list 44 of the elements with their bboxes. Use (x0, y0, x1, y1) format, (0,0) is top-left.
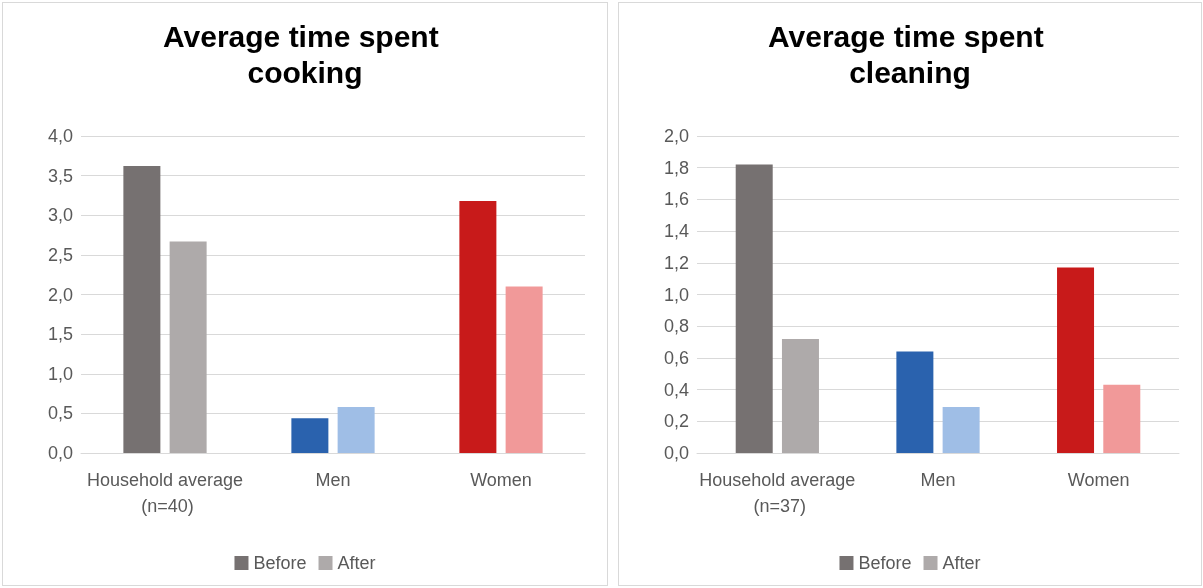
bar (169, 241, 207, 453)
y-tick-label: 0,5 (47, 403, 73, 424)
bar (291, 418, 329, 453)
chart-title: Average time spent cooking (163, 19, 447, 89)
y-tick-label: 1,8 (663, 157, 689, 178)
y-tick-label: 0,0 (47, 443, 73, 463)
y-tick-label: 2,0 (47, 284, 73, 305)
x-tick-label: Men (920, 470, 956, 490)
bar (896, 351, 934, 453)
y-tick-label: 1,5 (47, 324, 73, 345)
x-tick-label: Household average (n=40) (86, 470, 244, 516)
y-tick-label: 2,0 (663, 126, 689, 146)
y-tick-label: 0,0 (663, 443, 689, 463)
y-tick-label: 0,8 (663, 316, 689, 337)
y-tick-label: 1,4 (663, 221, 689, 242)
chart-title: Average time spent cleaning (768, 19, 1052, 89)
bar (123, 166, 161, 453)
y-tick-label: 4,0 (47, 126, 73, 146)
bar (735, 164, 773, 453)
y-tick-label: 0,2 (663, 411, 689, 432)
bar (505, 286, 543, 453)
y-tick-label: 1,2 (663, 252, 689, 273)
x-tick-label: Women (470, 470, 532, 490)
bar (942, 407, 980, 453)
legend-label: Before (858, 553, 912, 573)
legend-label: After (337, 553, 376, 573)
y-tick-label: 2,5 (47, 244, 73, 265)
bar (1103, 384, 1141, 453)
bar (337, 407, 375, 453)
x-tick-label: Household average (n=37) (699, 470, 856, 516)
y-tick-label: 3,5 (47, 165, 73, 186)
y-tick-label: 0,4 (663, 379, 689, 400)
y-tick-label: 0,6 (663, 347, 689, 368)
legend-label: Before (253, 553, 307, 573)
x-tick-label: Men (315, 470, 351, 490)
bar (459, 200, 497, 453)
bar (1057, 267, 1095, 453)
bar (781, 338, 819, 453)
y-tick-label: 1,0 (47, 363, 73, 384)
y-tick-label: 1,0 (663, 284, 689, 305)
y-tick-label: 1,6 (663, 189, 689, 210)
legend-label: After (942, 553, 981, 573)
y-tick-label: 3,0 (47, 205, 73, 226)
x-tick-label: Women (1067, 470, 1130, 490)
